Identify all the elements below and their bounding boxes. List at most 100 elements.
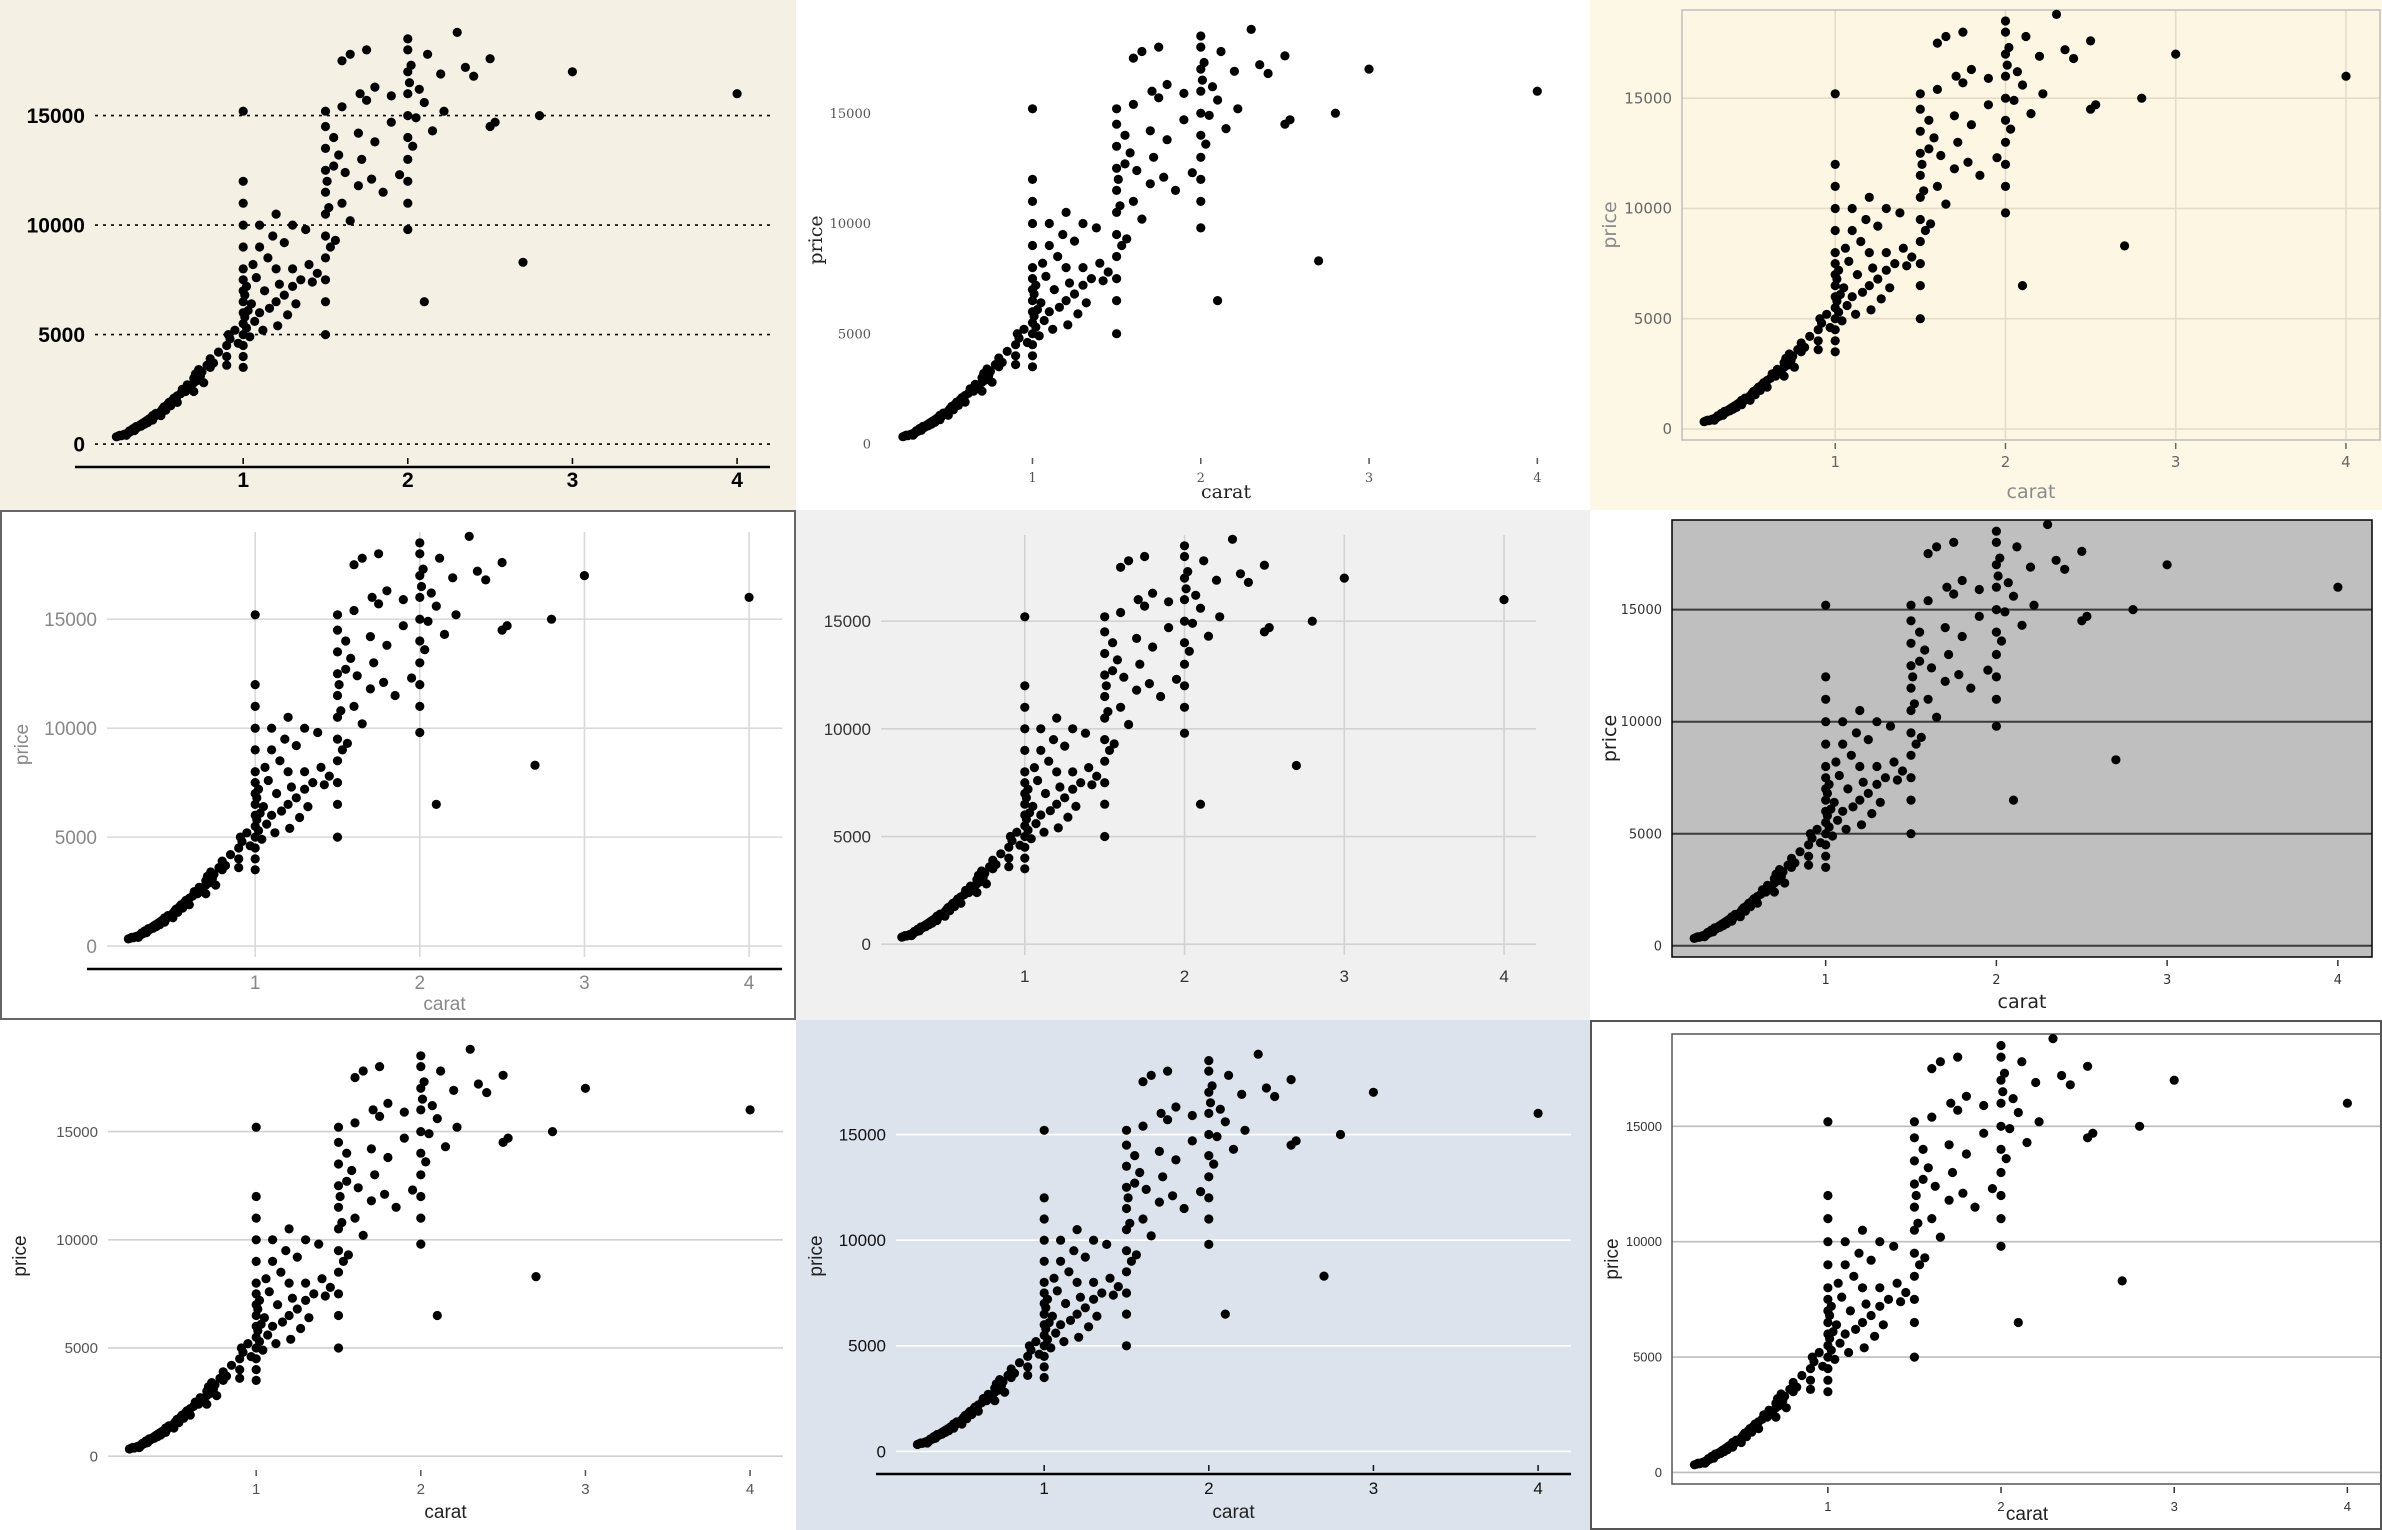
data-point — [1045, 806, 1055, 816]
data-point — [251, 1375, 261, 1385]
data-point — [1834, 307, 1844, 317]
data-point — [960, 397, 970, 407]
data-point — [250, 316, 260, 326]
y-tick-label: 15000 — [27, 105, 85, 128]
data-point — [1137, 214, 1147, 224]
data-point — [1872, 717, 1882, 727]
data-point — [1823, 1294, 1833, 1304]
data-point — [469, 71, 479, 81]
x-tick-label: 4 — [1533, 471, 1541, 486]
data-point — [1048, 324, 1058, 334]
data-point — [1144, 679, 1154, 689]
data-point — [271, 297, 281, 307]
data-point — [485, 54, 495, 64]
data-point — [481, 575, 491, 585]
data-point — [1940, 623, 1950, 633]
data-point — [1121, 1267, 1132, 1277]
data-point — [2000, 16, 2011, 26]
data-point — [1020, 702, 1030, 712]
data-point — [956, 898, 966, 908]
data-point — [238, 351, 248, 362]
data-point — [1851, 1324, 1861, 1334]
data-point — [1023, 784, 1033, 794]
data-point — [1065, 1315, 1076, 1325]
data-point — [1119, 672, 1129, 682]
data-point — [241, 323, 252, 333]
data-point — [1834, 265, 1844, 275]
data-point — [2171, 49, 2181, 59]
data-point — [337, 56, 347, 66]
data-point — [1996, 1241, 2006, 1251]
data-point — [2008, 795, 2019, 805]
data-point — [1885, 283, 1895, 293]
x-tick-label: 3 — [1340, 967, 1349, 986]
data-point — [1915, 236, 1925, 247]
data-point — [998, 1377, 1008, 1387]
x-tick-label: 2 — [417, 1481, 425, 1498]
data-point — [365, 632, 375, 642]
data-point — [1499, 595, 1509, 605]
data-point — [1023, 1362, 1033, 1372]
data-point — [349, 701, 359, 711]
data-point — [276, 806, 287, 816]
data-point — [368, 1105, 378, 1115]
data-point — [357, 719, 367, 729]
data-point — [1897, 766, 1908, 776]
data-point — [378, 187, 388, 197]
data-point — [1052, 713, 1062, 723]
data-point — [1314, 256, 1324, 266]
data-point — [1889, 1241, 1899, 1251]
plot-border — [1671, 519, 2373, 958]
data-point — [1844, 256, 1854, 266]
data-point — [1148, 588, 1158, 598]
data-point — [1868, 263, 1878, 273]
data-point — [1822, 788, 1832, 798]
data-point — [2128, 605, 2138, 615]
data-point — [1895, 208, 1905, 218]
data-point — [1923, 694, 1933, 704]
data-point — [347, 1165, 357, 1176]
data-point — [1927, 1112, 1937, 1122]
data-point — [1857, 1317, 1868, 1328]
data-point — [343, 1250, 353, 1260]
data-point — [404, 78, 415, 88]
data-point — [1991, 537, 2001, 547]
data-point — [1263, 68, 1273, 79]
data-point — [1112, 163, 1122, 173]
data-point — [1056, 1235, 1066, 1245]
data-point — [325, 242, 335, 252]
data-point — [272, 788, 282, 799]
data-point — [1909, 1294, 1919, 1304]
data-point — [333, 1122, 344, 1132]
data-point — [288, 281, 298, 291]
data-point — [1821, 600, 1831, 610]
data-point — [1196, 42, 1206, 52]
data-point — [1821, 862, 1831, 872]
data-point — [370, 1170, 380, 1180]
data-point — [251, 1122, 261, 1132]
data-point — [1924, 144, 1934, 154]
data-point — [579, 571, 590, 581]
data-point — [353, 128, 363, 138]
data-point — [1163, 1115, 1173, 1125]
data-point — [1949, 589, 1959, 599]
data-point — [2013, 1107, 2023, 1118]
data-point — [1966, 683, 1976, 693]
data-point — [990, 1396, 1000, 1406]
x-tick-label: 3 — [1369, 1479, 1378, 1498]
chart-panel-2: 1 2 3 4 0 5000 10000 15000 carat price — [796, 0, 1590, 510]
data-point — [1039, 1372, 1049, 1383]
data-point — [398, 595, 408, 605]
data-point — [2341, 71, 2351, 81]
data-point — [1927, 1064, 1937, 1074]
data-point — [1823, 1117, 1833, 1127]
x-tick-label: 2 — [1197, 471, 1205, 486]
data-point — [1195, 799, 1206, 809]
data-point — [1132, 685, 1142, 695]
data-point — [1109, 739, 1119, 749]
data-point — [209, 869, 219, 879]
data-point — [1042, 1334, 1053, 1345]
data-point — [337, 102, 347, 112]
data-point — [250, 610, 260, 620]
data-point — [1187, 168, 1197, 178]
